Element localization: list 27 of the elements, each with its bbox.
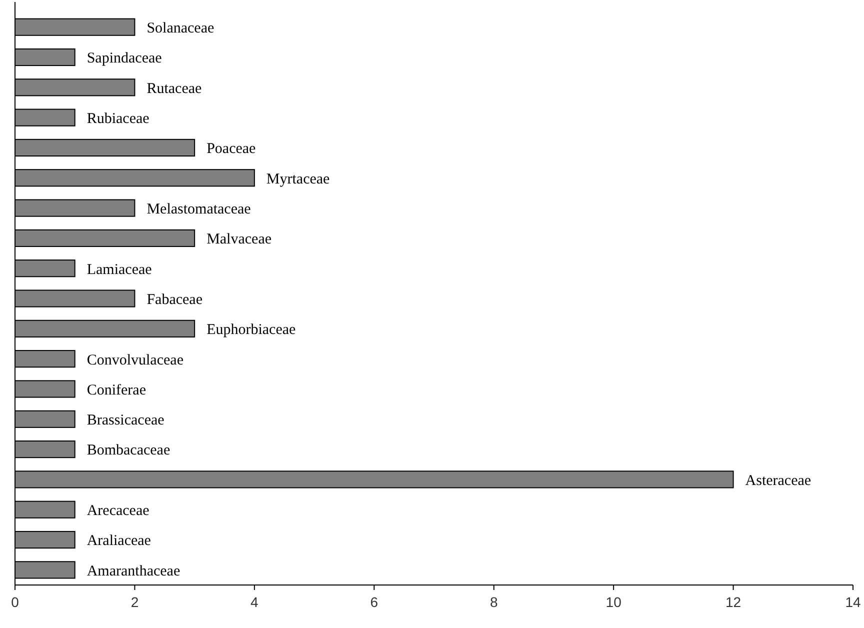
x-tick-label: 8 [490,594,498,610]
y-tick-label: Asteraceae [745,472,812,489]
x-tick-label: 12 [725,594,742,610]
y-tick-label: Araliaceae [86,533,152,550]
y-tick-label: Sapindaceae [86,50,162,67]
y-tick-label: Myrtaceae [266,171,330,188]
y-tick-label: Bombacaceae [86,442,170,459]
x-tick-label: 4 [250,594,259,610]
x-tick-label: 10 [606,594,622,610]
y-tick-label: Amaranthaceae [86,563,180,580]
y-tick-label: Fabaceae [146,292,203,308]
y-tick-label: Rutaceae [146,80,202,97]
y-tick-label: Melastomataceae [146,201,252,218]
y-tick-label: Brassicaceae [86,412,165,429]
y-tick-label: Convolvulaceae [86,352,184,368]
y-tick-label: Arecaceae [86,503,150,520]
y-tick-label: Coniferae [86,382,146,398]
y-tick-label: Poaceae [206,141,256,158]
y-tick-label: Solanaceae [146,20,215,37]
y-tick-label: Malvaceae [206,232,272,248]
y-tick-label: Lamiaceae [86,262,152,278]
x-tick-label: 14 [845,594,861,610]
x-tick-label: 6 [370,594,378,610]
x-tick-label: 2 [130,594,139,610]
y-tick-label: Rubiaceae [86,110,150,127]
y-tick-label: Euphorbiaceae [206,322,296,338]
x-tick-label: 0 [11,594,20,610]
